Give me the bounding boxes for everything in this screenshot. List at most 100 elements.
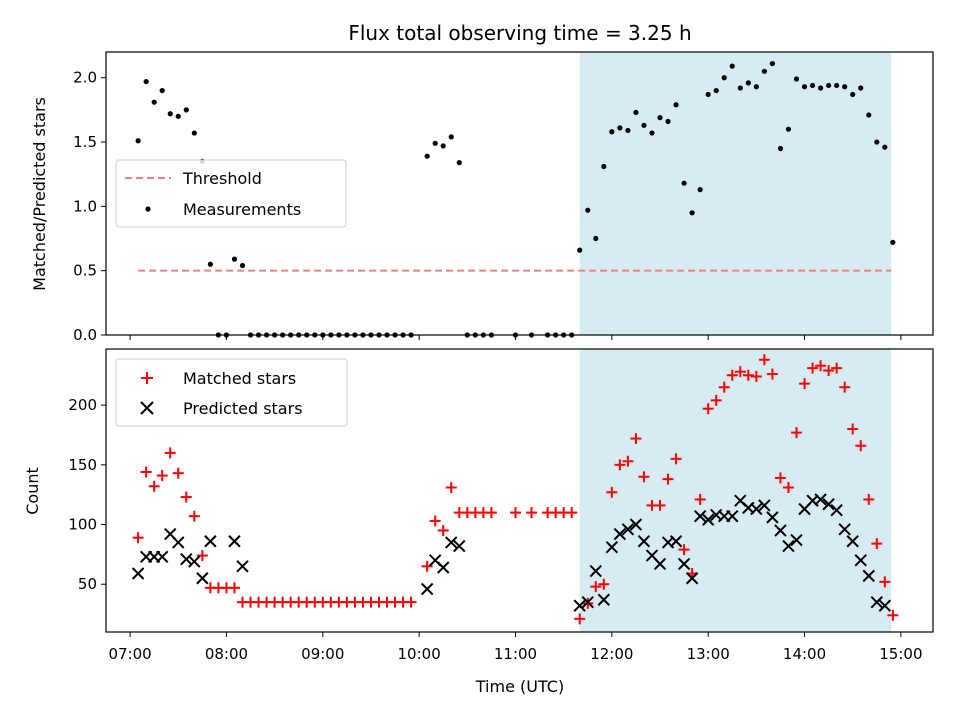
matched-star-marker xyxy=(662,473,674,485)
top-y-ticks: 0.0 0.5 1.0 1.5 2.0 xyxy=(73,69,106,344)
matched-star-marker xyxy=(156,470,168,482)
measurement-point xyxy=(689,210,695,216)
measurement-point xyxy=(641,122,647,128)
measurement-point xyxy=(432,140,438,146)
predicted-star-marker xyxy=(637,535,651,548)
predicted-star-marker xyxy=(669,535,683,548)
matched-star-marker xyxy=(405,596,417,608)
measurement-point xyxy=(777,145,784,152)
top-axes-frame xyxy=(105,51,934,336)
measurement-point xyxy=(175,113,181,119)
measurement-point xyxy=(874,139,880,145)
matched-star-marker xyxy=(678,544,690,556)
matched-star-marker xyxy=(598,578,610,590)
matched-star-marker xyxy=(799,378,811,390)
measurement-point xyxy=(705,91,711,98)
predicted-star-marker xyxy=(172,536,185,549)
measurement-point xyxy=(191,130,197,136)
predicted-star-marker xyxy=(573,599,586,612)
matched-star-marker xyxy=(782,482,794,494)
matched-star-marker xyxy=(196,550,208,562)
measurement-point xyxy=(665,118,671,125)
measurement-point xyxy=(183,107,189,113)
matched-star-marker xyxy=(879,576,891,588)
y-tick-label: 1.0 xyxy=(73,197,97,215)
matched-star-marker xyxy=(429,515,441,527)
highlight-span xyxy=(579,349,892,632)
top-x-ticks xyxy=(129,335,902,340)
x-tick-label: 07:00 xyxy=(108,645,151,663)
matched-star-marker xyxy=(437,525,449,537)
matched-star-marker xyxy=(839,381,851,393)
y-tick-label: 50 xyxy=(78,575,97,593)
matched-star-marker xyxy=(526,507,538,519)
bottom-y-axis-label: Count xyxy=(23,467,42,515)
measurement-point xyxy=(729,63,735,69)
matched-star-marker xyxy=(702,403,714,415)
x-axis-label: Time (UTC) xyxy=(475,677,564,696)
matched-star-marker xyxy=(791,427,803,439)
bottom-legend: Matched stars Predicted stars xyxy=(115,358,348,427)
measurement-point xyxy=(737,85,743,91)
matched-star-marker xyxy=(887,609,899,621)
predicted-star-marker xyxy=(453,539,466,553)
matched-star-marker xyxy=(871,538,883,550)
matched-star-marker xyxy=(734,366,746,378)
predicted-star-marker xyxy=(838,523,851,536)
matched-star-marker xyxy=(622,455,634,467)
matched-star-marker xyxy=(132,532,144,544)
matched-star-marker xyxy=(823,364,835,376)
measurement-point xyxy=(159,87,165,94)
measurement-point xyxy=(143,78,149,85)
x-tick-label: 09:00 xyxy=(301,645,344,663)
predicted-star-marker xyxy=(131,567,145,580)
matched-star-marker xyxy=(726,369,738,381)
measurement-point xyxy=(424,153,430,159)
measurement-point xyxy=(817,85,824,91)
measurement-point xyxy=(207,261,213,267)
bottom-y-ticks: 50 100 150 200 xyxy=(68,396,106,593)
y-tick-label: 0.5 xyxy=(73,262,97,280)
matched-star-marker xyxy=(140,466,152,478)
x-tick-label: 11:00 xyxy=(494,645,537,663)
predicted-star-marker xyxy=(605,541,619,554)
matched-star-marker xyxy=(180,491,192,503)
matched-star-marker xyxy=(863,493,875,505)
matched-star-marker xyxy=(638,471,650,483)
measurement-point xyxy=(625,127,631,134)
measurement-point xyxy=(882,144,888,150)
measurement-point xyxy=(850,91,856,98)
matched-star-marker xyxy=(718,381,730,393)
legend-measurements-label: Measurements xyxy=(183,200,301,219)
measurement-point xyxy=(593,235,599,242)
measurement-point xyxy=(793,76,800,82)
matched-star-marker xyxy=(445,482,457,494)
predicted-star-marker xyxy=(774,524,787,537)
bottom-legend-box xyxy=(115,358,348,427)
matched-star-marker xyxy=(855,440,867,452)
measurement-point xyxy=(834,82,840,89)
predicted-star-marker xyxy=(621,523,635,536)
predicted-star-marker xyxy=(155,550,169,563)
predicted-star-marker xyxy=(581,595,594,609)
predicted-star-marker xyxy=(750,502,763,516)
predicted-star-marker xyxy=(188,555,201,568)
matched-star-marker xyxy=(614,459,626,471)
matched-star-marker xyxy=(831,362,843,374)
measurement-point xyxy=(609,129,615,135)
predicted-star-marker xyxy=(420,582,434,596)
y-tick-label: 1.5 xyxy=(73,133,97,151)
predicted-star-marker xyxy=(228,535,241,548)
measurement-point xyxy=(826,82,832,89)
matched-star-marker xyxy=(742,369,754,381)
matched-star-marker xyxy=(590,581,602,593)
y-tick-label: 0.0 xyxy=(73,326,97,344)
predicted-star-marker xyxy=(870,595,884,609)
x-tick-label: 15:00 xyxy=(879,645,922,663)
measurement-point xyxy=(231,256,238,262)
matched-star-points xyxy=(132,354,899,625)
measurement-point xyxy=(785,126,792,132)
matched-star-marker xyxy=(670,453,682,465)
observing-window-span xyxy=(579,349,892,632)
measurement-point xyxy=(801,84,808,90)
